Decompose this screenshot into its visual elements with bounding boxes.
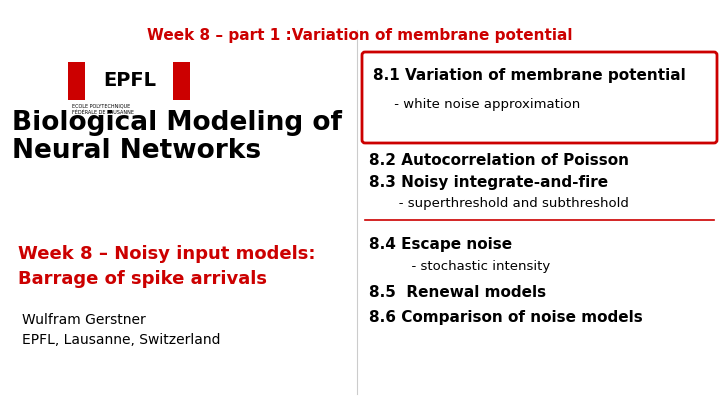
- Text: 8.4 Escape noise: 8.4 Escape noise: [369, 237, 512, 252]
- Text: - white noise approximation: - white noise approximation: [373, 98, 580, 111]
- Text: - superthreshold and subthreshold: - superthreshold and subthreshold: [369, 197, 629, 210]
- Text: Week 8 – Noisy input models:: Week 8 – Noisy input models:: [18, 245, 316, 263]
- Text: 8.2 Autocorrelation of Poisson: 8.2 Autocorrelation of Poisson: [369, 153, 629, 168]
- Bar: [173, 62, 190, 100]
- Text: Wulfram Gerstner: Wulfram Gerstner: [22, 313, 146, 327]
- Text: 8.1 Variation of membrane potential: 8.1 Variation of membrane potential: [373, 68, 686, 83]
- Text: Barrage of spike arrivals: Barrage of spike arrivals: [18, 270, 267, 288]
- Text: ECOLE POLYTECHNIQUE
FÉDÉRALE DE LAUSANNE: ECOLE POLYTECHNIQUE FÉDÉRALE DE LAUSANNE: [72, 104, 134, 115]
- Text: - stochastic intensity: - stochastic intensity: [369, 260, 550, 273]
- Text: 8.6 Comparison of noise models: 8.6 Comparison of noise models: [369, 310, 643, 325]
- FancyBboxPatch shape: [362, 52, 717, 143]
- Text: EPFL: EPFL: [104, 72, 157, 90]
- Text: 8.3 Noisy integrate-and-fire: 8.3 Noisy integrate-and-fire: [369, 175, 608, 190]
- Bar: [68, 62, 85, 100]
- Text: 8.5  Renewal models: 8.5 Renewal models: [369, 285, 546, 300]
- Text: EPFL, Lausanne, Switzerland: EPFL, Lausanne, Switzerland: [22, 333, 221, 347]
- Text: Week 8 – part 1 :Variation of membrane potential: Week 8 – part 1 :Variation of membrane p…: [147, 28, 572, 43]
- Text: Biological Modeling of
Neural Networks: Biological Modeling of Neural Networks: [12, 110, 342, 164]
